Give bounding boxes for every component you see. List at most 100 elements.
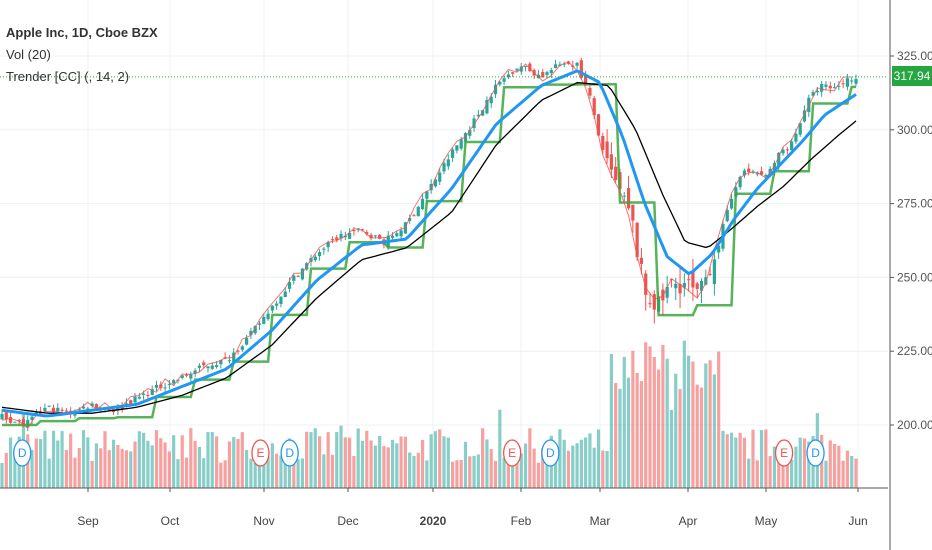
volume-bar xyxy=(691,361,695,488)
candle-body xyxy=(107,409,111,411)
volume-bar xyxy=(442,436,446,488)
volume-bar xyxy=(511,455,515,488)
candle-body xyxy=(742,170,747,176)
volume-bar xyxy=(322,454,326,488)
volume-bar xyxy=(8,437,13,488)
volume-bar xyxy=(416,452,420,488)
candle-body xyxy=(408,218,412,221)
candle-body xyxy=(553,64,558,68)
volume-bar xyxy=(523,443,528,488)
volume-bar xyxy=(558,429,562,488)
volume-bar xyxy=(802,438,807,488)
ema-fast-line xyxy=(1,69,857,418)
candle-body xyxy=(202,362,206,366)
y-tick-label: 250.00 xyxy=(897,270,932,284)
candle-body xyxy=(528,63,532,71)
volume-bar xyxy=(0,462,4,488)
volume-bar xyxy=(742,437,747,488)
volume-bar xyxy=(635,372,639,488)
volume-bar xyxy=(86,437,90,488)
volume-bar xyxy=(309,432,313,488)
candle-body xyxy=(86,408,90,410)
candle-body xyxy=(549,70,553,74)
candle-body xyxy=(764,174,768,177)
volume-bar xyxy=(395,443,399,488)
candle-body xyxy=(270,305,274,311)
volume-bar xyxy=(536,462,541,488)
volume-bar xyxy=(832,443,837,488)
volume-bar xyxy=(124,450,129,488)
candle-body xyxy=(626,188,631,209)
candle-body xyxy=(699,280,704,291)
trender-signal-line xyxy=(1,61,852,429)
volume-bar xyxy=(446,437,450,488)
earnings-marker-circle xyxy=(251,439,270,467)
candle-body xyxy=(785,149,789,151)
candle-body xyxy=(605,141,609,159)
x-tick-label: Mar xyxy=(590,514,611,528)
x-tick-label: Oct xyxy=(161,514,180,528)
candle-body xyxy=(4,412,8,420)
volume-bar xyxy=(159,438,163,488)
candle-body xyxy=(841,83,845,85)
dividend-marker: D xyxy=(811,446,820,460)
candle-body xyxy=(399,230,403,237)
volume-bar xyxy=(167,451,171,488)
candle-body xyxy=(476,114,480,117)
candle-body xyxy=(596,114,601,136)
chart-legend: Apple Inc, 1D, Cboe BZX Vol (20) Trender… xyxy=(6,22,158,88)
volume-bar xyxy=(81,430,86,488)
volume-bar xyxy=(133,441,137,488)
volume-bar xyxy=(768,456,772,488)
volume-bar xyxy=(146,440,150,488)
candle-body xyxy=(451,149,455,158)
candle-body xyxy=(81,406,86,409)
volume-bar xyxy=(729,432,734,488)
volume-bar xyxy=(622,356,626,488)
candle-body xyxy=(197,365,202,368)
candle-body xyxy=(854,79,858,84)
volume-bar xyxy=(305,431,309,488)
candle-body xyxy=(30,416,34,420)
volume-bar xyxy=(223,460,227,488)
volume-bar xyxy=(485,439,489,488)
volume-bar xyxy=(438,429,442,488)
candle-body xyxy=(493,84,498,95)
candle-body xyxy=(635,222,639,258)
candle-body xyxy=(150,389,154,395)
volume-bar xyxy=(451,461,455,488)
candle-body xyxy=(472,118,476,129)
volume-bar xyxy=(56,440,60,488)
volume-bar xyxy=(656,369,661,488)
candle-body xyxy=(172,380,176,384)
volume-bar xyxy=(73,457,77,488)
candle-body xyxy=(219,359,223,365)
volume-bar xyxy=(472,455,476,488)
volume-bar xyxy=(669,409,674,488)
volume-bar xyxy=(30,449,34,488)
volume-bar xyxy=(699,387,704,488)
candle-body xyxy=(648,303,652,305)
candle-body xyxy=(317,252,322,257)
volume-bar xyxy=(163,442,167,488)
volume-bar xyxy=(99,448,103,488)
x-tick-label: Nov xyxy=(253,514,274,528)
candle-body xyxy=(17,420,21,422)
candle-body xyxy=(609,154,613,170)
volume-bar xyxy=(180,435,184,488)
volume-bar xyxy=(142,432,146,488)
candle-body xyxy=(755,173,759,175)
volume-bar xyxy=(214,436,219,488)
volume-bar xyxy=(751,429,755,488)
volume-bar xyxy=(704,363,708,488)
candle-body xyxy=(850,80,854,82)
volume-bar xyxy=(279,455,283,488)
candle-body xyxy=(146,394,150,396)
volume-bar xyxy=(253,462,257,488)
candle-body xyxy=(794,133,798,142)
candle-body xyxy=(206,366,210,369)
volume-bar xyxy=(515,457,519,488)
volume-bar xyxy=(575,443,579,488)
candle-body xyxy=(60,409,64,411)
